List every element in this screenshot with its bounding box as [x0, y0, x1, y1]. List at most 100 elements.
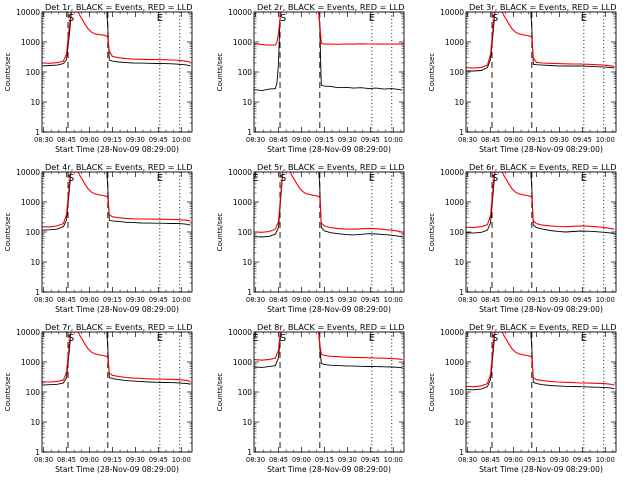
x-tick-label: 08:30 [246, 456, 265, 464]
panel-title: Det 4r, BLACK = Events, RED = LLD [45, 162, 193, 172]
y-axis-label: Counts/sec [428, 53, 436, 92]
marker-S: S [492, 173, 498, 184]
x-tick-label: 09:30 [338, 136, 357, 144]
y-tick-label: 10000 [440, 168, 464, 177]
series-group [42, 172, 191, 231]
y-axis-label: Counts/sec [216, 373, 224, 412]
y-tick-label: 100 [450, 228, 465, 237]
y-tick-label: 1 [247, 288, 252, 297]
x-tick-label: 08:30 [458, 296, 477, 304]
x-tick-label: 08:30 [246, 296, 265, 304]
y-tick-label: 1000 [445, 358, 464, 367]
marker-S: S [68, 173, 74, 184]
y-tick-label: 1 [247, 128, 252, 137]
x-tick-label: 10:00 [384, 136, 403, 144]
panel-det-9: Det 9r, BLACK = Events, RED = LLD Counts/… [428, 322, 617, 474]
y-tick-label: 100 [238, 68, 253, 77]
x-axis-label: Start Time (28-Nov-09 08:29:00) [479, 305, 603, 314]
y-tick-label: 1 [247, 448, 252, 457]
y-tick-label: 1 [35, 288, 40, 297]
lld-series-line [254, 332, 403, 361]
y-tick-label: 100 [238, 388, 253, 397]
x-tick-label: 09:00 [80, 296, 99, 304]
series-group [254, 332, 403, 369]
x-tick-label: 09:45 [573, 136, 592, 144]
y-tick-label: 100 [26, 388, 41, 397]
x-tick-label: 10:00 [596, 136, 615, 144]
marker-E: E [157, 173, 163, 184]
x-tick-label: 09:15 [315, 136, 334, 144]
x-tick-label: 08:30 [34, 456, 53, 464]
events-series-line [254, 12, 403, 92]
y-tick-label: 10 [454, 98, 464, 107]
y-tick-label: 100 [26, 228, 41, 237]
y-tick-label: 1000 [233, 198, 252, 207]
x-tick-label: 09:15 [527, 456, 546, 464]
y-tick-label: 1000 [233, 358, 252, 367]
y-tick-label: 1000 [21, 38, 40, 47]
series-group [254, 12, 403, 92]
y-tick-label: 1 [35, 128, 40, 137]
x-tick-label: 10:00 [596, 296, 615, 304]
x-axis-label: Start Time (28-Nov-09 08:29:00) [55, 145, 179, 154]
y-tick-label: 10000 [16, 168, 40, 177]
y-tick-label: 10000 [440, 8, 464, 17]
y-tick-label: 10000 [228, 8, 252, 17]
lld-series-line [466, 12, 615, 69]
marker-E: E [369, 173, 375, 184]
x-tick-label: 09:00 [504, 136, 523, 144]
series-group [466, 172, 615, 235]
x-tick-label: 09:00 [80, 136, 99, 144]
plot-frame [253, 11, 405, 133]
x-tick-label: 08:30 [246, 136, 265, 144]
x-axis-label: Start Time (28-Nov-09 08:29:00) [267, 465, 391, 474]
x-tick-label: 09:00 [80, 456, 99, 464]
y-axis-label: Counts/sec [216, 53, 224, 92]
x-tick-label: 09:15 [315, 456, 334, 464]
panel-title: Det 9r, BLACK = Events, RED = LLD [469, 322, 617, 332]
x-tick-label: 09:30 [126, 136, 145, 144]
x-tick-label: 09:45 [573, 296, 592, 304]
y-axis-label: Counts/sec [428, 213, 436, 252]
marker-S: S [280, 333, 286, 344]
y-tick-label: 10000 [16, 328, 40, 337]
x-tick-label: 09:30 [338, 296, 357, 304]
x-tick-label: 09:15 [103, 296, 122, 304]
series-group [42, 332, 191, 386]
plot-frame [465, 331, 617, 453]
series-group [466, 332, 615, 391]
x-axis-label: Start Time (28-Nov-09 08:29:00) [479, 145, 603, 154]
x-tick-label: 10:00 [172, 296, 191, 304]
y-tick-label: 10000 [228, 328, 252, 337]
x-tick-label: 08:45 [481, 296, 500, 304]
x-tick-label: 10:00 [172, 136, 191, 144]
x-tick-label: 09:45 [361, 296, 380, 304]
panel-title: Det 3r, BLACK = Events, RED = LLD [469, 2, 617, 12]
marker-S: S [68, 13, 74, 24]
lld-series-line [466, 172, 615, 230]
series-group [254, 172, 403, 238]
y-tick-label: 1000 [21, 198, 40, 207]
x-axis-label: Start Time (28-Nov-09 08:29:00) [267, 145, 391, 154]
x-tick-label: 09:30 [550, 136, 569, 144]
x-tick-label: 09:30 [126, 456, 145, 464]
lld-series-line [254, 172, 403, 233]
x-tick-label: 09:15 [103, 136, 122, 144]
y-axis-label: Counts/sec [4, 213, 12, 252]
x-axis-label: Start Time (28-Nov-09 08:29:00) [479, 465, 603, 474]
x-tick-label: 09:15 [315, 296, 334, 304]
y-tick-label: 100 [450, 388, 465, 397]
lld-series-line [42, 332, 191, 383]
x-tick-label: 09:00 [292, 296, 311, 304]
y-tick-label: 1000 [445, 198, 464, 207]
panel-title: Det 7r, BLACK = Events, RED = LLD [45, 322, 193, 332]
x-tick-label: 09:30 [550, 296, 569, 304]
marker-E: E [581, 333, 587, 344]
x-tick-label: 08:45 [269, 456, 288, 464]
x-tick-label: 09:00 [504, 296, 523, 304]
events-series-line [42, 12, 191, 67]
y-tick-label: 10 [454, 258, 464, 267]
x-tick-label: 09:30 [550, 456, 569, 464]
marker-E: E [252, 173, 258, 184]
plot-frame [465, 171, 617, 293]
